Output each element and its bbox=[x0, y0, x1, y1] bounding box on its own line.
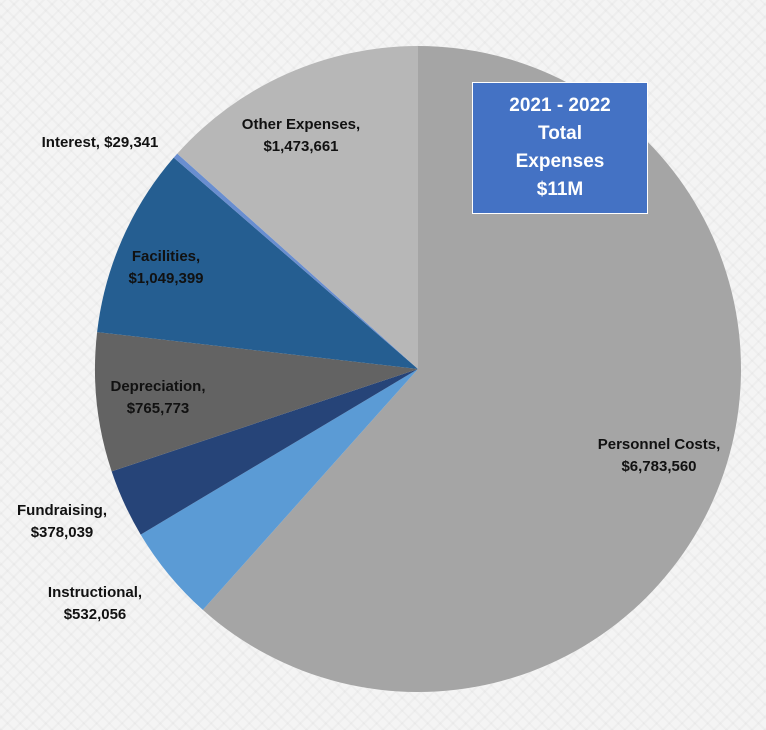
slice-label-interest: Interest, $29,341 bbox=[42, 134, 159, 151]
slice-label-other-expenses: Other Expenses, $1,473,661 bbox=[242, 116, 360, 155]
slice-label-facilities: Facilities, $1,049,399 bbox=[128, 248, 203, 287]
pie-slice-facilities bbox=[97, 157, 418, 369]
slice-label-depreciation: Depreciation, $765,773 bbox=[110, 378, 205, 417]
slice-label-instructional: Instructional, $532,056 bbox=[48, 584, 142, 623]
title-line-amount: $11M bbox=[536, 179, 584, 200]
pie-slice-interest bbox=[173, 153, 418, 369]
pie-slice-other-expenses bbox=[177, 46, 418, 369]
title-line-years: 2021 - 2022 bbox=[509, 95, 611, 116]
title-line-total: Total bbox=[538, 123, 582, 144]
pie-slice-fundraising bbox=[111, 369, 418, 535]
slice-label-personnel-costs: Personnel Costs, $6,783,560 bbox=[598, 436, 721, 475]
slice-labels: Personnel Costs, $6,783,560 Instructional,… bbox=[17, 116, 720, 623]
pie-slice-depreciation bbox=[95, 332, 419, 472]
title-line-expenses: Expenses bbox=[515, 151, 605, 172]
slice-label-fundraising: Fundraising, $378,039 bbox=[17, 502, 107, 541]
pie-slice-instructional bbox=[140, 369, 418, 610]
chart-title-box: 2021 - 2022 Total Expenses $11M bbox=[472, 82, 648, 214]
